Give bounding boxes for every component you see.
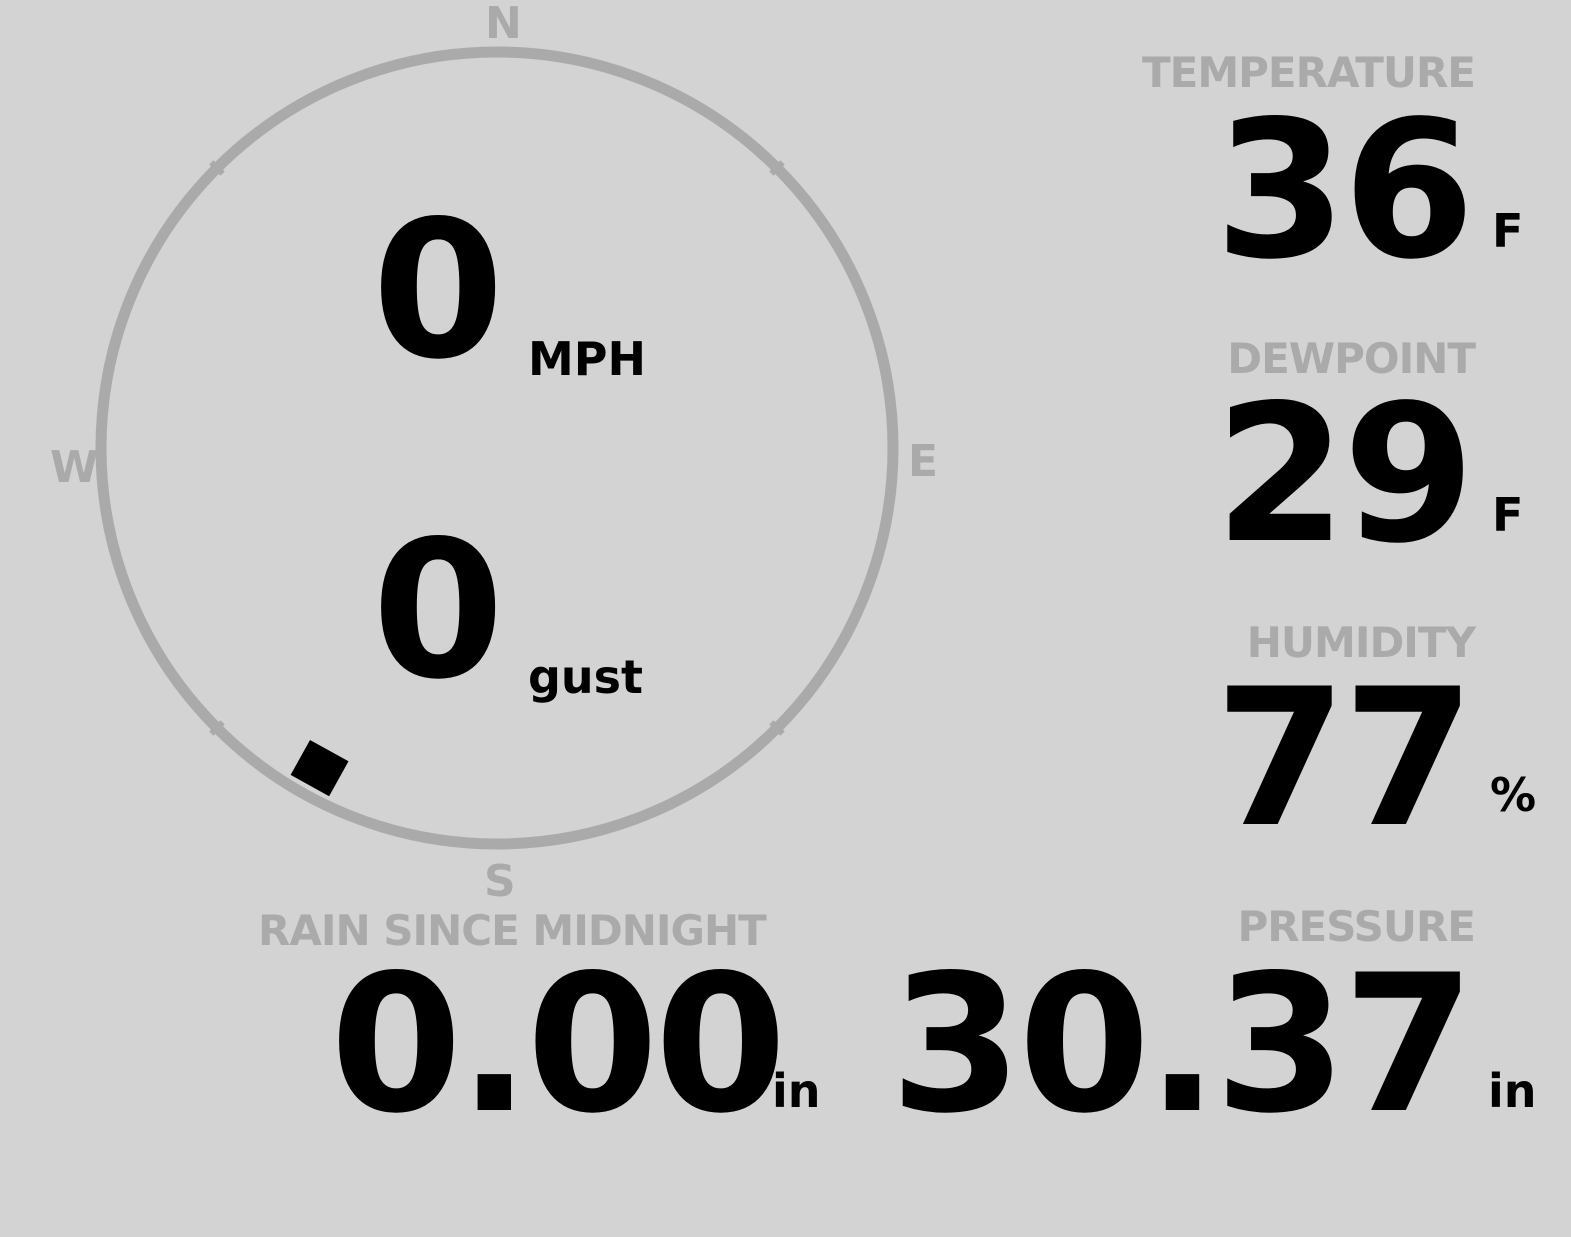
temperature-label: TEMPERATURE (1142, 48, 1476, 97)
pressure-label: PRESSURE (1237, 902, 1476, 951)
humidity-unit: % (1490, 768, 1537, 822)
rain-label: RAIN SINCE MIDNIGHT (258, 906, 767, 955)
compass-label-south: S (484, 856, 516, 907)
compass-label-north: N (485, 0, 522, 49)
compass-ring (95, 46, 899, 850)
compass-tick (209, 160, 225, 176)
compass-tick (209, 720, 225, 736)
temperature-value: 36 (1214, 80, 1475, 301)
wind-gust-value: 0 (372, 500, 504, 721)
humidity-value: 77 (1214, 648, 1475, 869)
wind-speed-value: 0 (372, 180, 504, 401)
rain-unit: in (772, 1064, 821, 1118)
compass-tick (769, 160, 785, 176)
compass-tick (769, 720, 785, 736)
humidity-label: HUMIDITY (1246, 618, 1476, 667)
wind-gust-label: gust (528, 650, 644, 704)
pressure-value: 30.37 (890, 934, 1475, 1155)
wind-direction-marker (290, 739, 349, 797)
compass-ticks (209, 160, 785, 736)
rain-value: 0.00 (330, 934, 787, 1155)
dewpoint-value: 29 (1214, 364, 1475, 585)
compass-label-west: W (50, 442, 99, 493)
pressure-unit: in (1488, 1064, 1537, 1118)
temperature-unit: F (1492, 204, 1524, 258)
dewpoint-label: DEWPOINT (1227, 334, 1476, 383)
wind-compass (95, 46, 899, 850)
compass-label-east: E (908, 436, 939, 487)
dewpoint-unit: F (1492, 488, 1524, 542)
wind-speed-unit: MPH (528, 332, 646, 386)
